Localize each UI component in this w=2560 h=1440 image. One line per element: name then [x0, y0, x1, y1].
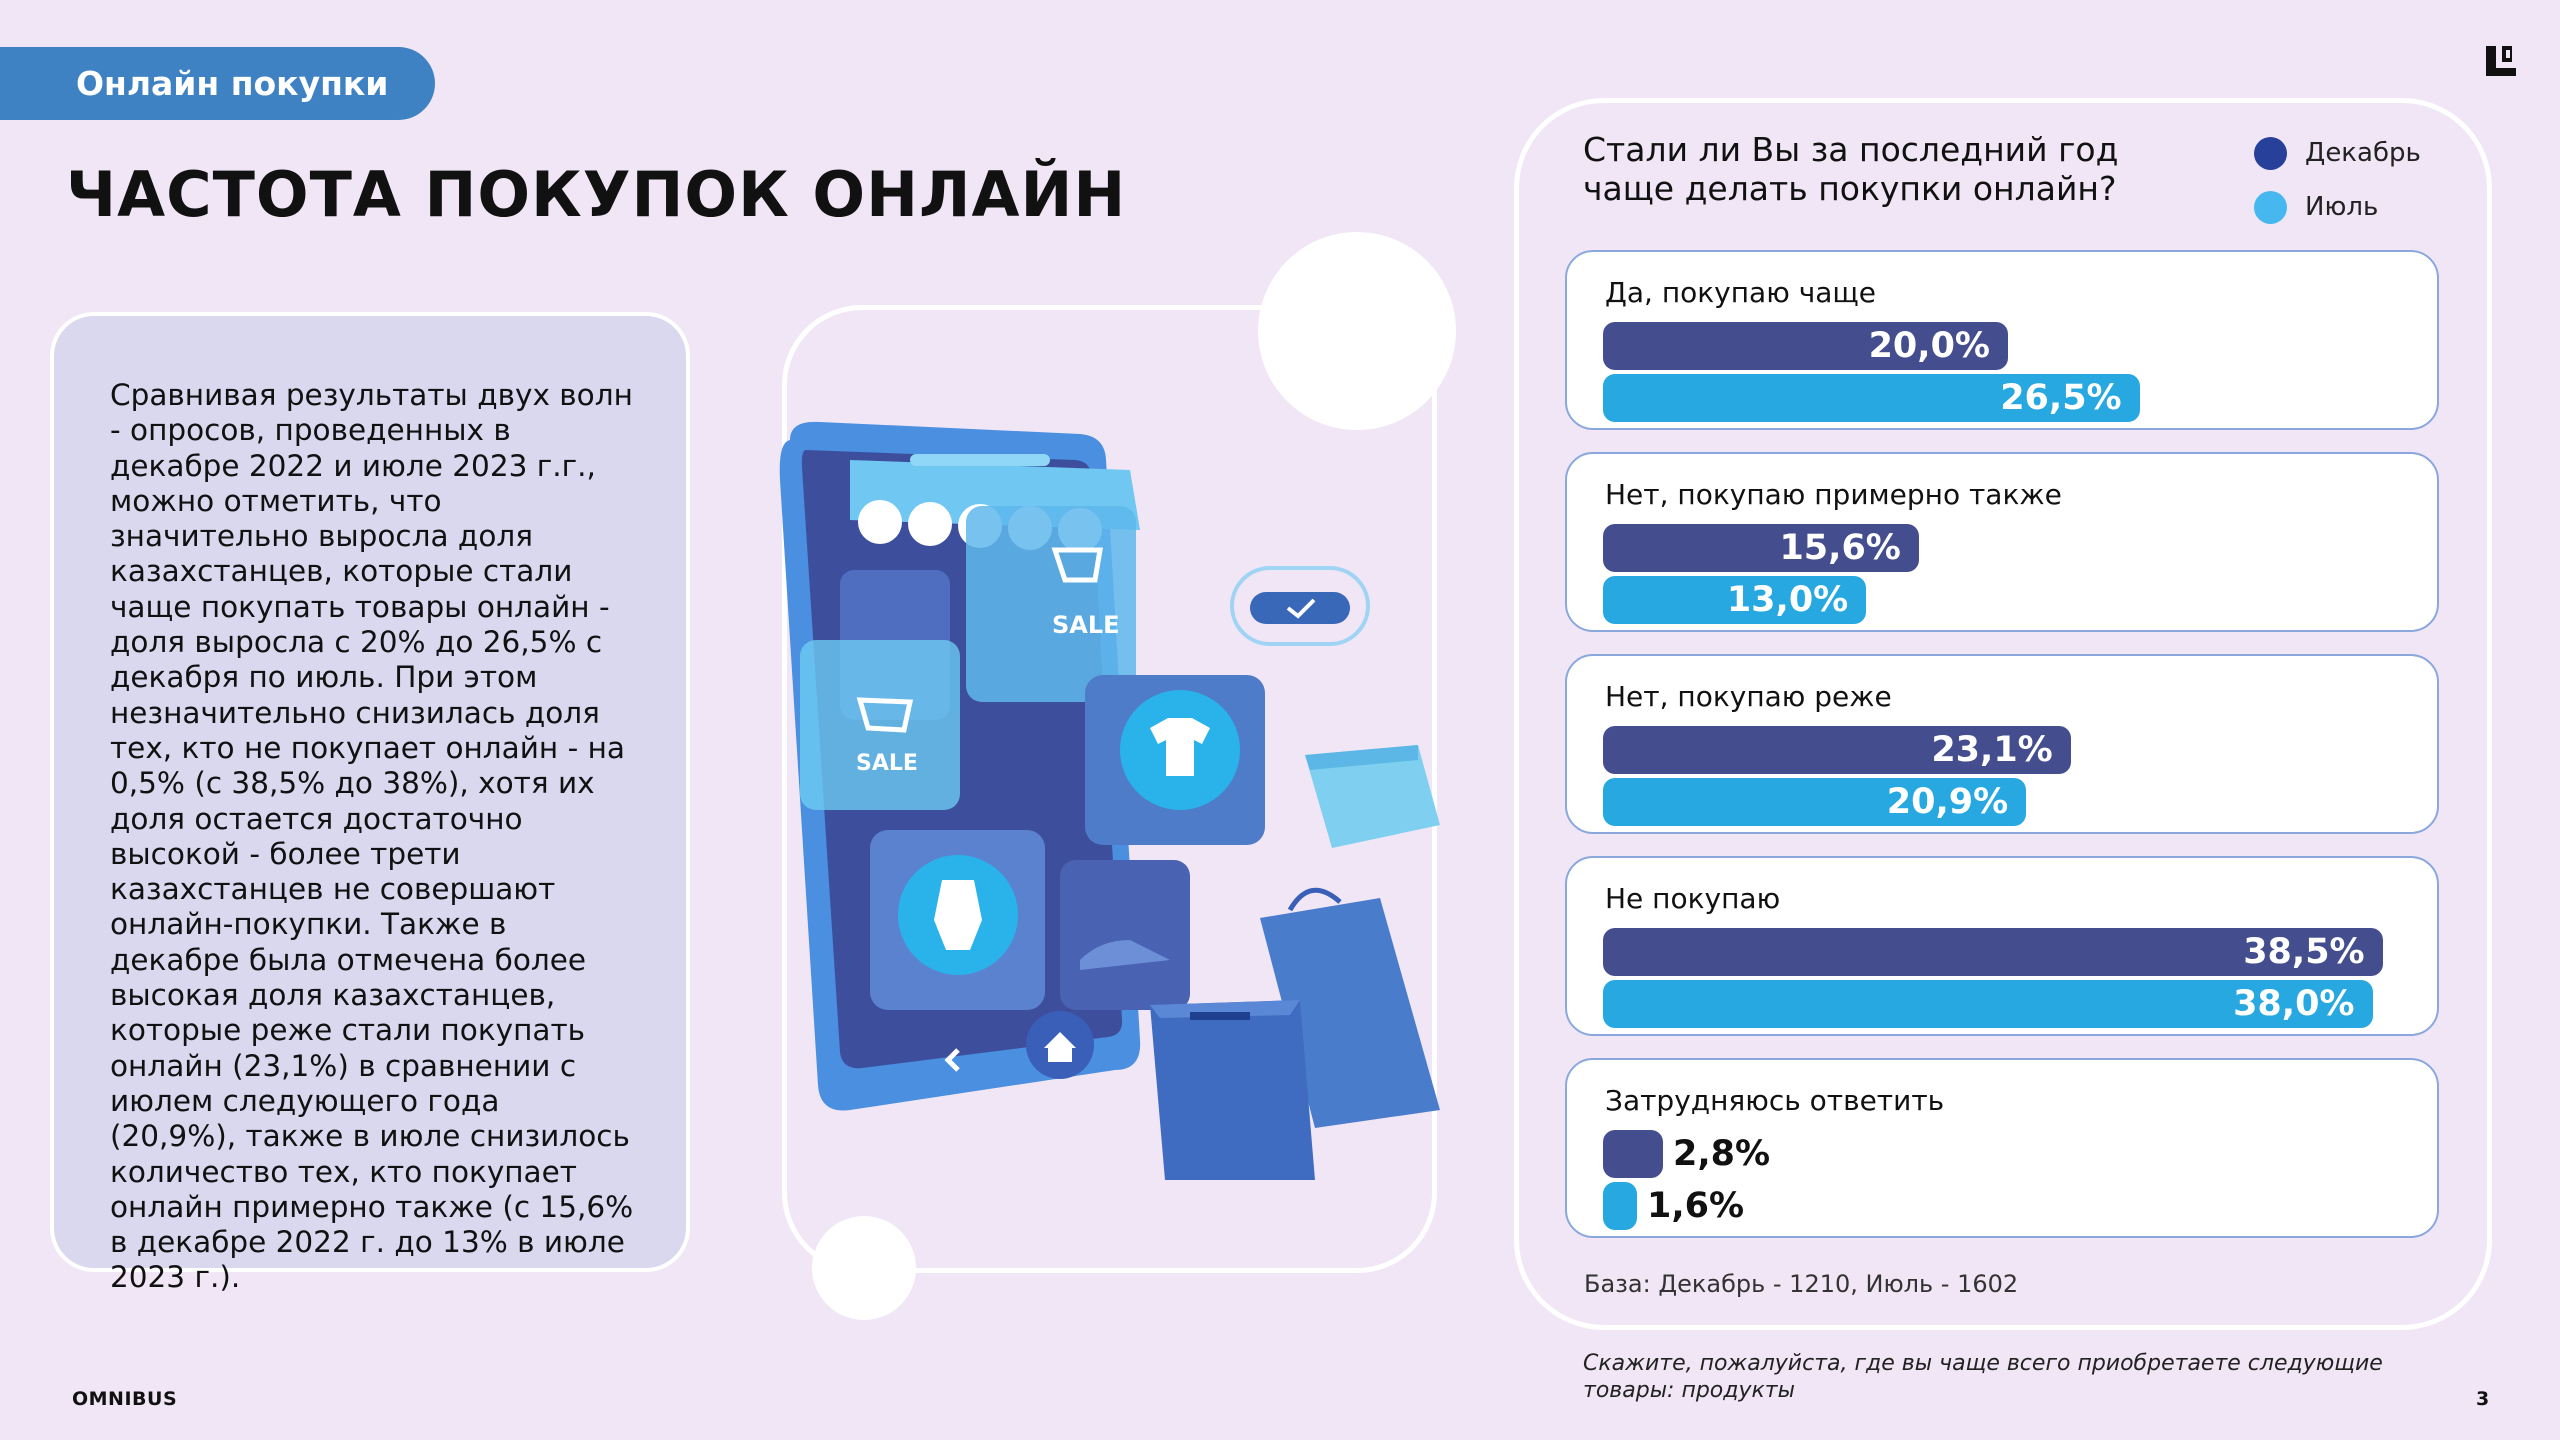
- summary-card: Сравнивая результаты двух волн - опросов…: [50, 312, 690, 1294]
- chart-group-5: Затрудняюсь ответить 2,8% 1,6%: [1565, 1058, 2439, 1238]
- section-pill-label: Онлайн покупки: [76, 64, 389, 103]
- question-footnote: Скажите, пожалуйста, где вы чаще всего п…: [1583, 1351, 2383, 1403]
- checkmark-icon: [1230, 566, 1370, 646]
- category-label: Да, покупаю чаще: [1605, 276, 1876, 309]
- bar-december: 15,6%: [1603, 524, 1919, 572]
- data-label: 1,6%: [1647, 1186, 1745, 1226]
- chart-title: Стали ли Вы за последний год чаще делать…: [1583, 130, 2119, 208]
- data-label: 26,5%: [2000, 378, 2122, 418]
- chart-legend: Декабрь Июль: [2254, 126, 2421, 234]
- chart-group-4: Не покупаю 38,5% 38,0%: [1565, 856, 2439, 1036]
- legend-swatch-december: [2254, 136, 2287, 170]
- bar-july: 26,5%: [1603, 374, 2140, 422]
- sale-tag-1: SALE: [1052, 611, 1120, 639]
- page-title: ЧАСТОТА ПОКУПОК ОНЛАЙН: [66, 158, 1127, 231]
- category-label: Нет, покупаю примерно также: [1605, 478, 2062, 511]
- bar-july: 20,9%: [1603, 778, 2027, 826]
- bar-december: 38,5%: [1603, 928, 2383, 976]
- data-label: 2,8%: [1673, 1134, 1771, 1174]
- data-label: 15,6%: [1779, 528, 1901, 568]
- sale-tag-2: SALE: [856, 751, 918, 776]
- decor-circle-large: [1258, 232, 1456, 430]
- data-label: 38,0%: [2233, 984, 2355, 1024]
- brand-logo-icon: [2486, 46, 2516, 76]
- online-shopping-illustration: SALE SALE: [779, 421, 1440, 1180]
- base-note: База: Декабрь - 1210, Июль - 1602: [1584, 1270, 2019, 1298]
- legend-label-july: Июль: [2305, 192, 2379, 222]
- category-label: Затрудняюсь ответить: [1605, 1084, 1945, 1117]
- bar-december: [1603, 1130, 1663, 1178]
- bar-july: 13,0%: [1603, 576, 1867, 624]
- decor-circle-small: [812, 1216, 916, 1320]
- data-label: 13,0%: [1726, 580, 1849, 620]
- brand-name: OMNIBUS: [72, 1388, 178, 1410]
- bar-july: 38,0%: [1603, 980, 2373, 1028]
- data-label: 20,0%: [1868, 326, 1990, 366]
- chart-panel: [1514, 98, 2492, 1330]
- data-label: 23,1%: [1931, 730, 2053, 770]
- data-label: 38,5%: [2243, 932, 2365, 972]
- chart-group-1: Да, покупаю чаще 20,0% 26,5%: [1565, 250, 2439, 430]
- chart-group-2: Нет, покупаю примерно также 15,6% 13,0%: [1565, 452, 2439, 632]
- legend-swatch-july: [2254, 190, 2287, 224]
- data-label: 20,9%: [1886, 782, 2009, 822]
- category-label: Не покупаю: [1605, 882, 1781, 915]
- illustration-frame: [782, 305, 1437, 1273]
- shopping-bag-icon: [1150, 745, 1440, 1180]
- chart-group-3: Нет, покупаю реже 23,1% 20,9%: [1565, 654, 2439, 834]
- legend-item-december: Декабрь: [2254, 126, 2421, 180]
- category-label: Нет, покупаю реже: [1605, 680, 1892, 713]
- bar-december: 23,1%: [1603, 726, 2071, 774]
- summary-text: Сравнивая результаты двух волн - опросов…: [110, 378, 634, 1295]
- smartphone-icon: [779, 421, 1265, 1111]
- section-pill: Онлайн покупки: [0, 47, 435, 120]
- bar-december: 20,0%: [1603, 322, 2008, 370]
- legend-label-december: Декабрь: [2305, 138, 2421, 168]
- legend-item-july: Июль: [2254, 180, 2421, 234]
- page-number: 3: [2476, 1388, 2490, 1410]
- bar-july: [1603, 1182, 1637, 1230]
